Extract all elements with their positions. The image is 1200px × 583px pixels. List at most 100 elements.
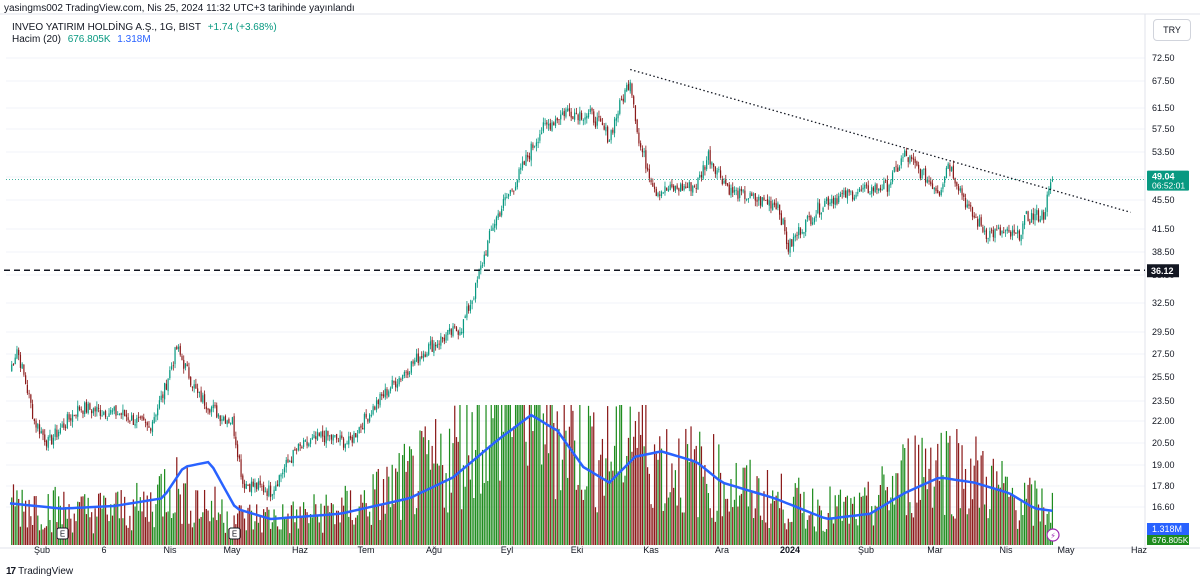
symbol-title[interactable]: INVEO YATIRIM HOLDİNG A.Ş., 1G, BIST (12, 22, 201, 33)
candle-body (315, 436, 317, 439)
candle-body (907, 157, 909, 162)
candle-body (957, 186, 960, 191)
candle-body (351, 436, 353, 443)
volume-bar (782, 509, 784, 545)
volume-bar (42, 529, 44, 545)
candle-body (619, 100, 621, 114)
volume-bar (984, 504, 986, 545)
candle-body (96, 406, 98, 412)
candle-body (577, 114, 579, 121)
volume-bar (301, 517, 303, 545)
candle-body (336, 433, 338, 440)
volume-bar (388, 476, 390, 545)
volume-bar (572, 410, 574, 545)
candle-body (1004, 230, 1007, 232)
volume-bar (276, 526, 279, 545)
volume-bar (217, 512, 220, 545)
volume-bar (851, 503, 854, 545)
volume-bar (315, 504, 317, 545)
price-tick-label: 29.50 (1152, 327, 1175, 337)
volume-bar (466, 405, 468, 545)
candle-body (593, 111, 595, 123)
time-tick-label: Tem (357, 545, 374, 555)
volume-bar (127, 527, 129, 545)
volume-bar (879, 484, 882, 545)
volume-bar (351, 520, 353, 545)
volume-bar (450, 492, 452, 545)
time-tick-label: Haz (292, 545, 309, 555)
candle-body (21, 363, 23, 369)
candle-body (613, 119, 616, 134)
candle-body (728, 184, 730, 195)
earnings-marker-icon[interactable] (228, 527, 241, 540)
volume-bar (933, 486, 935, 545)
volume-bar (777, 491, 779, 545)
volume-bar (170, 518, 173, 545)
volume-bar (813, 526, 815, 545)
candle-body (429, 341, 432, 346)
volume-bar (1039, 521, 1041, 545)
candle-body (302, 440, 305, 447)
candle-body (676, 185, 678, 189)
candle-body (990, 229, 993, 231)
candle-body (660, 191, 663, 197)
candle-body (584, 117, 586, 120)
time-tick-label: Eki (571, 545, 584, 555)
volume-bar (191, 527, 194, 545)
volume-bar (587, 405, 590, 545)
time-tick-label: 2024 (780, 545, 800, 555)
volume-bar (118, 518, 121, 545)
volume-bar (64, 507, 67, 545)
volume-bar (985, 476, 987, 545)
volume-bar (653, 444, 656, 545)
support-badge (1147, 264, 1179, 278)
candle-body (546, 122, 548, 125)
candle-body (591, 108, 593, 111)
candle-body (278, 475, 280, 486)
candle-body (236, 444, 239, 457)
volume-bar (850, 498, 852, 545)
volume-bar (878, 494, 880, 545)
volume-bar (801, 513, 803, 545)
candle-body (45, 440, 48, 447)
resistance-trendline[interactable] (630, 68, 1131, 213)
candle-body (803, 231, 805, 234)
candle-body (942, 184, 944, 189)
candle-body (773, 202, 776, 205)
time-tick-label: Şub (34, 545, 50, 555)
volume-bar (110, 504, 112, 545)
candle-body (624, 89, 626, 103)
earnings-marker-icon[interactable] (56, 527, 69, 540)
candle-body (115, 405, 117, 416)
candle-body (494, 224, 496, 228)
candle-body (296, 449, 298, 451)
volume-bar (461, 509, 463, 545)
volume-bar (223, 522, 225, 545)
candle-body (985, 229, 987, 239)
volume-bar (580, 489, 583, 545)
price-tick-label: 38.50 (1152, 247, 1175, 257)
candle-body (794, 235, 796, 238)
volume-bar (806, 519, 809, 545)
volume-bar (574, 440, 576, 545)
volume-bar (37, 515, 39, 545)
candle-body (1001, 230, 1003, 234)
volume-bar (21, 489, 23, 545)
volume-label[interactable]: Hacim (20) (12, 34, 61, 45)
candle-body (874, 184, 876, 193)
candle-body (933, 187, 935, 190)
candle-body (377, 400, 379, 405)
candle-body (850, 191, 852, 193)
currency-button[interactable]: TRY (1153, 19, 1191, 41)
candle-body (669, 184, 671, 191)
lightning-marker-icon[interactable] (1046, 528, 1060, 542)
candle-body (342, 438, 345, 448)
candle-body (1032, 213, 1034, 220)
candle-body (19, 354, 22, 368)
volume-bar (973, 465, 975, 545)
volume-bar (563, 405, 565, 545)
candle-body (940, 189, 942, 196)
candle-body (900, 158, 902, 166)
candle-body (622, 98, 624, 102)
